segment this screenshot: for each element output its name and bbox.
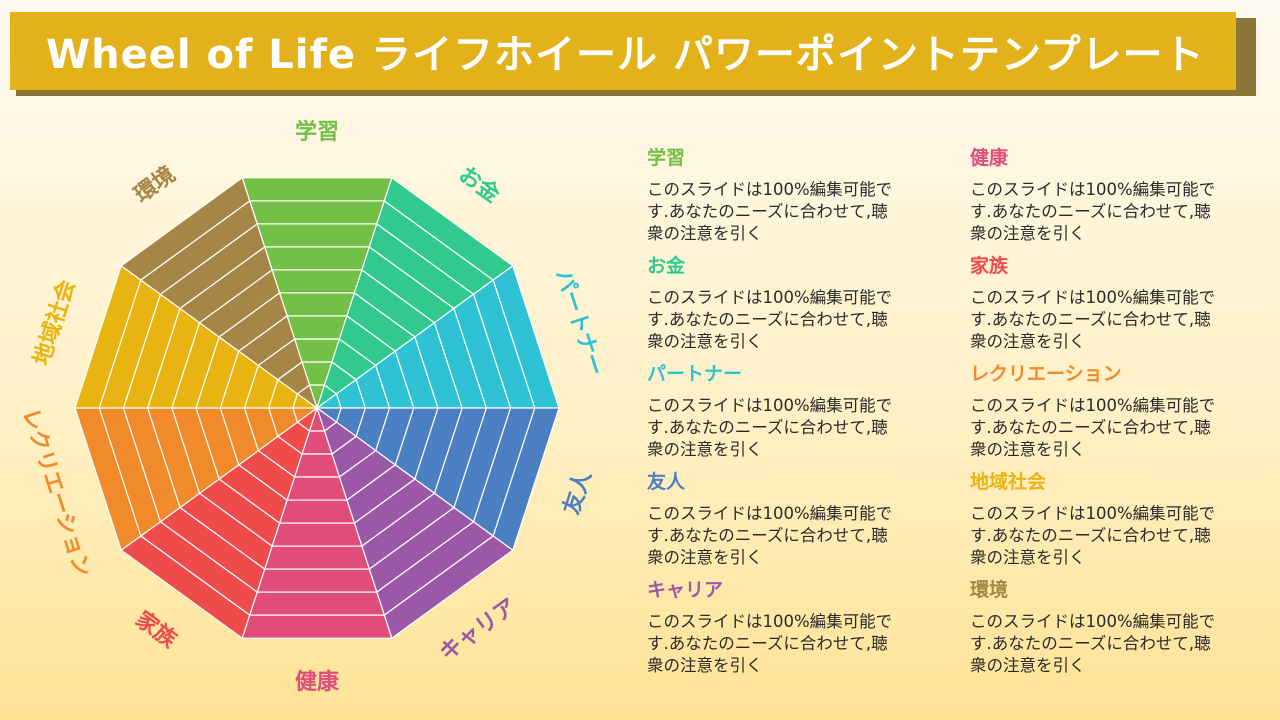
wheel-ring-cell xyxy=(271,522,363,547)
wheel-ring-cell xyxy=(248,591,386,616)
wheel-segment xyxy=(315,406,514,640)
wheel-ring-cell xyxy=(241,614,393,639)
wheel-segment-label: お金 xyxy=(454,161,506,208)
description-item: レクリエーションこのスライドは100%編集可能です.あなたのニーズに合わせて,聴… xyxy=(970,359,1270,461)
wheel-segment-label: キャリア xyxy=(435,594,521,666)
description-item: 学習このスライドは100%編集可能です.あなたのニーズに合わせて,聴衆の注意を引… xyxy=(647,143,947,245)
wheel-ring-cell xyxy=(256,223,378,248)
wheel-segment-label: 地域社会 xyxy=(29,277,81,369)
wheel-ring-cell xyxy=(286,315,348,340)
description-item: 地域社会このスライドは100%編集可能です.あなたのニーズに合わせて,聴衆の注意… xyxy=(970,467,1270,569)
slide-title: Wheel of Life ライフホイール パワーポイントテンプレート xyxy=(46,32,1205,78)
wheel-ring-cell xyxy=(278,292,356,317)
wheel-ring-cell xyxy=(241,177,393,202)
description-title: 地域社会 xyxy=(970,471,1047,493)
description-text: このスライドは100%編集可能です.あなたのニーズに合わせて,聴衆の注意を引く xyxy=(970,504,1216,567)
description-text: このスライドは100%編集可能です.あなたのニーズに合わせて,聴衆の注意を引く xyxy=(647,288,893,351)
wheel-ring-cell xyxy=(263,246,371,271)
description-title: パートナー xyxy=(647,363,743,385)
title-bar: Wheel of Life ライフホイール パワーポイントテンプレート xyxy=(10,12,1236,90)
description-text: このスライドは100%編集可能です.あなたのニーズに合わせて,聴衆の注意を引く xyxy=(970,180,1216,243)
description-item: 家族このスライドは100%編集可能です.あなたのニーズに合わせて,聴衆の注意を引… xyxy=(970,251,1270,353)
wheel-segment-label: 健康 xyxy=(295,669,340,695)
description-text: このスライドは100%編集可能です.あなたのニーズに合わせて,聴衆の注意を引く xyxy=(970,612,1216,675)
wheel-segment xyxy=(120,176,319,410)
wheel-segment-label: パートナー xyxy=(550,267,608,379)
description-title: 家族 xyxy=(970,255,1009,277)
wheel-ring-cell xyxy=(286,476,348,501)
wheel-segment-label: 友人 xyxy=(559,468,596,518)
wheel-ring-cell xyxy=(248,200,386,225)
wheel-ring-cell xyxy=(263,545,371,570)
description-text: このスライドは100%編集可能です.あなたのニーズに合わせて,聴衆の注意を引く xyxy=(970,288,1216,351)
description-text: このスライドは100%編集可能です.あなたのニーズに合わせて,聴衆の注意を引く xyxy=(970,396,1216,459)
wheel-segment xyxy=(120,406,319,640)
wheel-ring-cell xyxy=(278,499,356,524)
description-title: レクリエーション xyxy=(970,363,1122,385)
description-text: このスライドは100%編集可能です.あなたのニーズに合わせて,聴衆の注意を引く xyxy=(647,180,893,243)
wheel-ring-cell xyxy=(271,269,363,294)
wheel-ring-cell xyxy=(120,176,251,281)
description-title: 友人 xyxy=(647,471,686,493)
description-item: 健康このスライドは100%編集可能です.あなたのニーズに合わせて,聴衆の注意を引… xyxy=(970,143,1270,245)
description-text: このスライドは100%編集可能です.あなたのニーズに合わせて,聴衆の注意を引く xyxy=(647,612,893,675)
description-item: 友人このスライドは100%編集可能です.あなたのニーズに合わせて,聴衆の注意を引… xyxy=(647,467,947,569)
description-title: 学習 xyxy=(647,147,686,169)
description-item: キャリアこのスライドは100%編集可能です.あなたのニーズに合わせて,聴衆の注意… xyxy=(647,575,947,677)
description-text: このスライドは100%編集可能です.あなたのニーズに合わせて,聴衆の注意を引く xyxy=(647,396,893,459)
wheel-ring-cell xyxy=(256,568,378,593)
description-title: キャリア xyxy=(647,579,724,601)
description-item: 環境このスライドは100%編集可能です.あなたのニーズに合わせて,聴衆の注意を引… xyxy=(970,575,1270,677)
wheel-segment-label: 家族 xyxy=(131,606,183,653)
description-title: お金 xyxy=(647,255,686,277)
description-title: 健康 xyxy=(970,147,1009,169)
wheel-segment-label: 学習 xyxy=(295,119,339,145)
wheel-segment xyxy=(74,264,319,409)
description-text: このスライドは100%編集可能です.あなたのニーズに合わせて,聴衆の注意を引く xyxy=(647,504,893,567)
description-title: 環境 xyxy=(970,579,1009,601)
description-item: パートナーこのスライドは100%編集可能です.あなたのニーズに合わせて,聴衆の注… xyxy=(647,359,947,461)
description-item: お金このスライドは100%編集可能です.あなたのニーズに合わせて,聴衆の注意を引… xyxy=(647,251,947,353)
wheel-segment-label: 環境 xyxy=(129,161,180,208)
